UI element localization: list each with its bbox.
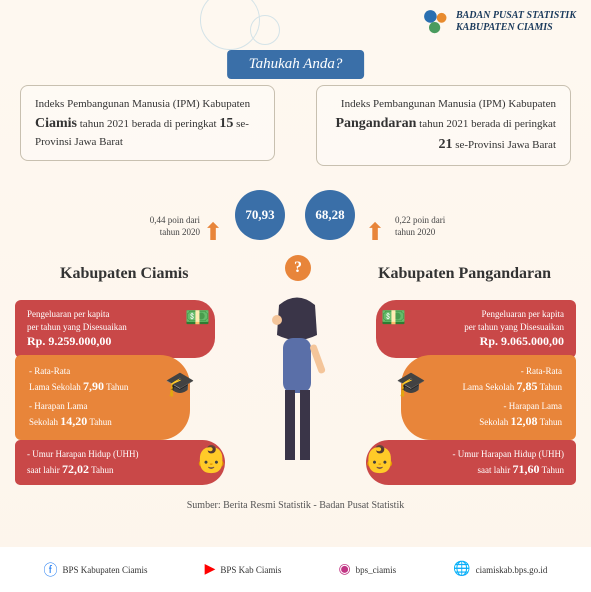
org-name: BADAN PUSAT STATISTIK [456, 10, 576, 22]
card-life-right: - Umur Harapan Hidup (UHH)saat lahir 71,… [366, 440, 576, 485]
instagram-link[interactable]: ◉bps_ciamis [338, 561, 396, 578]
delta-ciamis: 0,44 poin dari tahun 2020 [130, 215, 200, 238]
money-icon: 💵 [381, 305, 406, 330]
card-school-left: - Rata-RataLama Sekolah 7,90 Tahun - Har… [15, 355, 190, 440]
card-school-right: - Rata-RataLama Sekolah 7,85 Tahun - Har… [401, 355, 576, 440]
facebook-icon: ⓕ [44, 560, 58, 580]
card-expenditure-right: Pengeluaran per kapitaper tahun yang Dis… [376, 300, 576, 358]
title-banner: Tahukah Anda? [227, 50, 365, 79]
youtube-link[interactable]: ▶BPS Kab Ciamis [205, 561, 282, 578]
website-link[interactable]: 🌐ciamiskab.bps.go.id [453, 561, 547, 578]
delta-pangandaran: 0,22 poin dari tahun 2020 [395, 215, 465, 238]
youtube-icon: ▶ [205, 561, 216, 578]
fact-ciamis: Indeks Pembangunan Manusia (IPM) Kabupat… [20, 85, 275, 161]
source-text: Sumber: Berita Resmi Statistik - Badan P… [0, 500, 591, 511]
books-icon: 🎓 [165, 370, 195, 399]
globe-icon: 🌐 [453, 561, 470, 578]
arrow-up-icon: ⬆ [203, 218, 223, 247]
instagram-icon: ◉ [338, 561, 350, 578]
card-life-left: - Umur Harapan Hidup (UHH)saat lahir 72,… [15, 440, 225, 485]
region-title-right: Kabupaten Pangandaran [378, 265, 551, 283]
ipm-value-ciamis: 70,93 [235, 190, 285, 240]
money-icon: 💵 [185, 305, 210, 330]
baby-icon: 👶 [195, 445, 227, 475]
arrow-up-icon: ⬆ [365, 218, 385, 247]
facebook-link[interactable]: ⓕBPS Kabupaten Ciamis [44, 560, 148, 580]
region-title-left: Kabupaten Ciamis [60, 265, 188, 283]
header: BADAN PUSAT STATISTIKKABUPATEN CIAMIS [422, 8, 576, 36]
ipm-value-pangandaran: 68,28 [305, 190, 355, 240]
footer: ⓕBPS Kabupaten Ciamis ▶BPS Kab Ciamis ◉b… [0, 547, 591, 592]
books-icon: 🎓 [396, 370, 426, 399]
woman-illustration [255, 290, 340, 480]
bps-logo [422, 8, 450, 36]
baby-icon: 👶 [364, 445, 396, 475]
question-icon: ? [285, 255, 311, 281]
org-region: KABUPATEN CIAMIS [456, 22, 576, 34]
fact-pangandaran: Indeks Pembangunan Manusia (IPM) Kabupat… [316, 85, 571, 166]
